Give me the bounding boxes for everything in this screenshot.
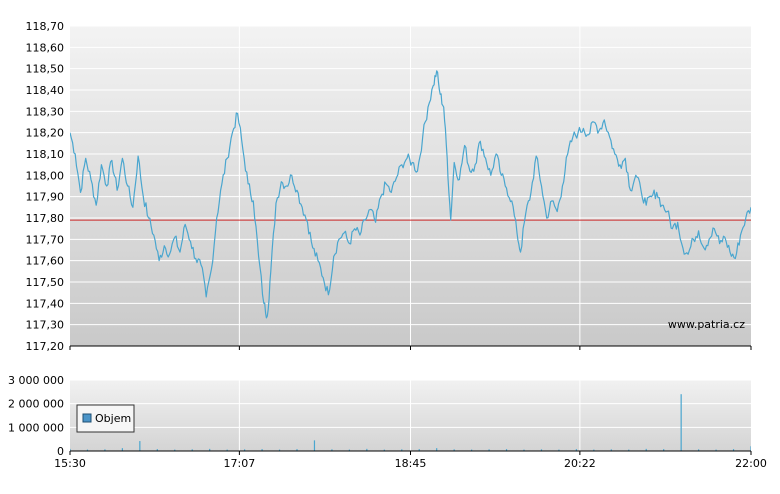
price-y-tick-label: 117,30 — [26, 319, 65, 332]
volume-bar — [488, 449, 490, 451]
price-y-tick-label: 118,20 — [26, 127, 65, 140]
volume-bar — [732, 449, 735, 451]
volume-y-tick-label: 2 000 000 — [8, 398, 64, 411]
price-y-tick-label: 118,70 — [26, 20, 65, 33]
volume-bar — [86, 449, 89, 451]
volume-bar — [174, 449, 176, 451]
volume-bar — [505, 449, 508, 451]
price-y-tick-label: 118,60 — [26, 41, 65, 54]
volume-bar — [121, 448, 123, 451]
volume-y-tick-label: 1 000 000 — [8, 421, 64, 434]
volume-bar — [244, 449, 246, 451]
volume-bar — [139, 441, 141, 451]
volume-bar — [331, 449, 333, 451]
volume-bar — [471, 449, 473, 451]
volume-bar — [348, 449, 350, 451]
price-y-tick-label: 118,00 — [26, 169, 65, 182]
volume-bar — [366, 448, 368, 451]
price-x-tickmarks — [69, 346, 752, 350]
price-y-tick-label: 118,10 — [26, 148, 65, 161]
price-y-tick-label: 118,30 — [26, 105, 65, 118]
price-series-line — [70, 70, 751, 319]
volume-y-axis: 3 000 000 2 000 000 1 000 000 0 — [8, 374, 64, 458]
volume-bar — [715, 449, 717, 451]
volume-bar — [663, 449, 665, 451]
volume-bar — [645, 448, 647, 451]
x-tick-label: 17:07 — [224, 457, 256, 470]
x-tick-label: 22:00 — [735, 457, 767, 470]
volume-bar — [453, 449, 455, 451]
volume-bar — [261, 449, 263, 451]
volume-bar — [104, 449, 106, 451]
volume-bar — [540, 449, 543, 451]
volume-bar — [278, 449, 281, 451]
price-y-axis: 118,70 118,60 118,50 118,40 118,30 118,20 118,… — [26, 20, 65, 353]
volume-bar — [610, 449, 612, 451]
volume-bar — [209, 448, 211, 451]
volume-bar — [156, 449, 158, 451]
volume-bars — [70, 394, 751, 451]
volume-bar — [680, 394, 682, 451]
price-y-tick-label: 117,90 — [26, 191, 65, 204]
price-y-tick-label: 118,50 — [26, 63, 65, 76]
volume-bar — [436, 448, 438, 451]
price-y-tick-label: 117,60 — [26, 255, 65, 268]
price-y-tick-label: 117,40 — [26, 297, 65, 310]
volume-bar — [383, 449, 385, 451]
volume-bar — [628, 449, 630, 451]
volume-bar — [558, 449, 560, 451]
volume-grid — [70, 379, 751, 451]
volume-bar — [70, 448, 71, 451]
watermark: www.patria.cz — [668, 318, 745, 331]
price-grid — [70, 25, 751, 346]
volume-bar — [191, 449, 193, 451]
volume-bar — [313, 440, 316, 451]
volume-bar — [593, 449, 595, 451]
x-tick-label: 15:30 — [54, 457, 86, 470]
legend-swatch — [82, 413, 92, 423]
volume-bar — [226, 449, 228, 451]
price-y-tick-label: 117,70 — [26, 233, 65, 246]
volume-bar — [575, 449, 577, 451]
volume-bar — [750, 446, 751, 451]
price-y-tick-label: 118,40 — [26, 84, 65, 97]
volume-y-tick-label: 3 000 000 — [8, 374, 64, 387]
price-y-tick-label: 117,50 — [26, 276, 65, 289]
volume-legend: Objem — [76, 404, 135, 433]
volume-bar — [296, 449, 298, 451]
volume-bar — [418, 449, 420, 451]
x-tick-label: 18:45 — [395, 457, 427, 470]
volume-bar — [698, 449, 700, 451]
volume-bar — [401, 449, 403, 451]
x-tick-label: 20:22 — [564, 457, 596, 470]
volume-bar — [523, 449, 525, 451]
price-y-tick-label: 117,20 — [26, 340, 65, 353]
legend-label: Objem — [95, 412, 131, 425]
volume-y-tick-label: 0 — [57, 445, 64, 458]
price-y-tick-label: 117,80 — [26, 212, 65, 225]
time-x-axis: 15:30 17:07 18:45 20:22 22:00 — [54, 451, 767, 470]
